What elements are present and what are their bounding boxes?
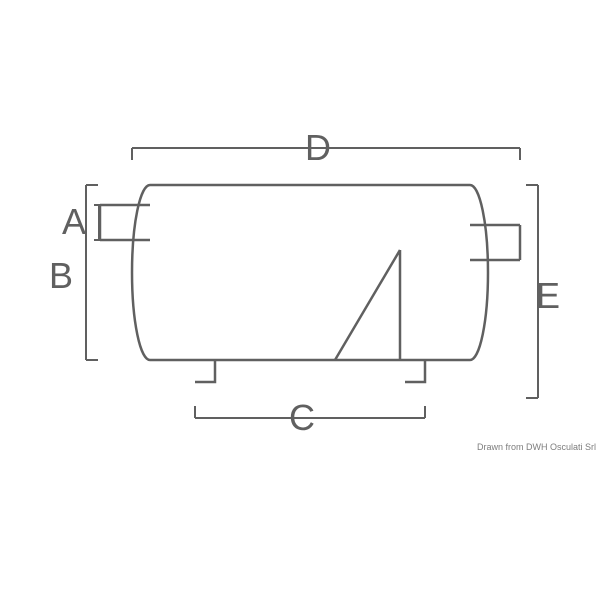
mounting-foot-2 — [405, 360, 425, 382]
label-e: E — [536, 275, 560, 316]
muffler-diagram: AB C D E Drawn from DWH Osculati Srl — [0, 0, 600, 600]
muffler-body — [132, 185, 488, 360]
label-a: A — [62, 201, 86, 242]
label-c: C — [289, 397, 315, 438]
mounting-foot-1 — [195, 360, 215, 382]
watermark-text: Drawn from DWH Osculati Srl — [477, 442, 596, 452]
label-d: D — [305, 127, 331, 168]
label-b: B — [49, 255, 73, 296]
